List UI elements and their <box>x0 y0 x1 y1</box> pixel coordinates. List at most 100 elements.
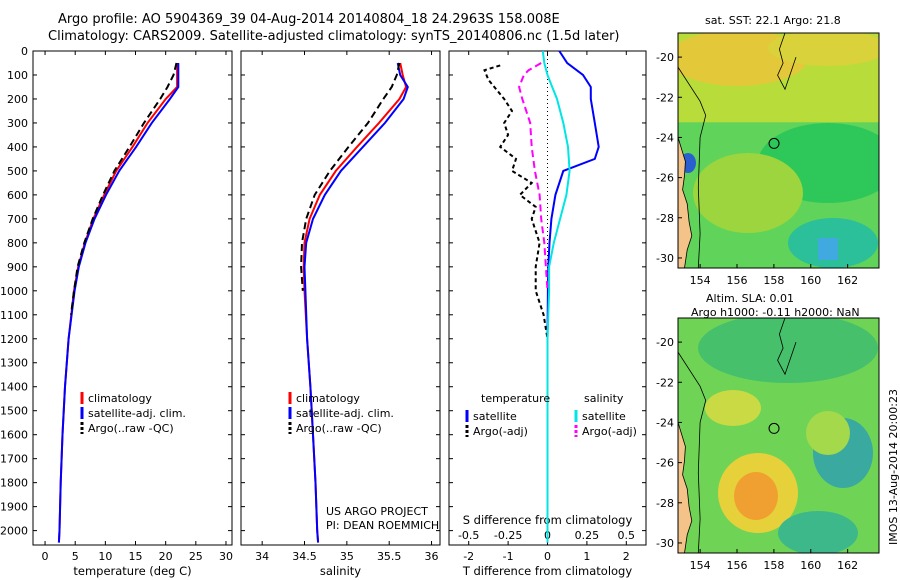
series-line-satellite-adj-clim- <box>303 62 409 543</box>
map-field <box>678 318 879 553</box>
x-tick-label: 0 <box>42 550 49 563</box>
map-lon-label: 154 <box>690 274 711 287</box>
series-line-t-argo-adj- <box>483 64 549 339</box>
depth-tick-label: 0 <box>21 45 28 58</box>
depth-tick-label: 800 <box>7 237 28 250</box>
x-tick-label: 35.5 <box>377 550 402 563</box>
x-tick-label: 36 <box>425 550 439 563</box>
map-lon-label: 162 <box>837 274 858 287</box>
map-lat-label: -24 <box>656 131 674 144</box>
x-tick-label: 25 <box>189 550 203 563</box>
series-line-argo-raw-qc- <box>70 62 178 315</box>
x-tick-label: 0 <box>544 550 551 563</box>
map-lat-label: -26 <box>656 457 674 470</box>
legend-label: Argo(-adj) <box>582 425 637 438</box>
project-annotation: US ARGO PROJECT <box>326 505 428 518</box>
bathymetry-contour <box>678 66 707 268</box>
field-low <box>778 511 858 553</box>
bathymetry-contour <box>777 318 797 376</box>
depth-tick-label: 300 <box>7 117 28 130</box>
depth-tick-label: 600 <box>7 189 28 202</box>
depth-tick-label: 400 <box>7 141 28 154</box>
field-high <box>705 390 761 426</box>
series-line-climatology <box>57 63 179 543</box>
depth-tick-label: 700 <box>7 213 28 226</box>
legend-label: climatology <box>296 392 360 405</box>
map-lon-label: 160 <box>800 274 821 287</box>
x-axis-label: salinity <box>320 564 361 578</box>
land-coast <box>678 422 693 553</box>
depth-tick-label: 100 <box>7 69 28 82</box>
map-lon-label: 156 <box>727 559 748 572</box>
map-lat-label: -30 <box>656 537 674 550</box>
x-tick-label: -2 <box>463 550 474 563</box>
depth-tick-label: 900 <box>7 261 28 274</box>
pi-annotation: PI: DEAN ROEMMICH <box>326 519 439 532</box>
map-lon-label: 154 <box>690 559 711 572</box>
timestamp-stamp: IMOS 13-Aug-2014 20:00:23 <box>887 389 900 545</box>
series-line-argo-raw-qc- <box>300 62 401 291</box>
sal-diff-tick-label: 0.5 <box>618 529 636 542</box>
figure-title-line1: Argo profile: AO 5904369_39 04-Aug-2014 … <box>58 12 560 27</box>
x-tick-label: -1 <box>503 550 514 563</box>
depth-tick-label: 1200 <box>0 333 28 346</box>
map-lat-label: -20 <box>656 336 674 349</box>
depth-tick-label: 500 <box>7 165 28 178</box>
plot-frame-salinity <box>240 50 441 546</box>
series-line-s-argo-adj- <box>518 62 549 291</box>
field-low <box>698 318 878 383</box>
depth-tick-label: 2000 <box>0 525 28 538</box>
x-tick-label: 15 <box>129 550 143 563</box>
depth-tick-label: 1100 <box>0 309 28 322</box>
depth-tick-label: 1000 <box>0 285 28 298</box>
field-cold-spot <box>818 238 838 260</box>
series-line-satellite-adj-clim- <box>57 63 180 543</box>
legend-header-salinity: salinity <box>584 392 624 405</box>
field-high-core <box>734 472 778 520</box>
sal-diff-tick-label: -0.25 <box>494 529 522 542</box>
x-tick-label: 1 <box>583 550 590 563</box>
depth-tick-label: 1400 <box>0 381 28 394</box>
depth-tick-label: 1800 <box>0 477 28 490</box>
field-mid-patch <box>693 153 803 233</box>
x-tick-label: 35 <box>340 550 354 563</box>
map-lat-label: -26 <box>656 172 674 185</box>
legend-label: satellite <box>473 410 517 423</box>
argo-float-marker <box>768 422 780 434</box>
x-tick-label: 30 <box>219 550 233 563</box>
map-frame <box>677 32 880 269</box>
x-tick-label: 20 <box>159 550 173 563</box>
series-line-s-satellite <box>541 50 571 543</box>
legend-label: Argo(-adj) <box>473 425 528 438</box>
map-lat-label: -30 <box>656 252 674 265</box>
sst-map-title: sat. SST: 22.1 Argo: 21.8 <box>705 14 841 27</box>
map-lon-label: 158 <box>763 559 784 572</box>
map-lat-label: -22 <box>656 376 674 389</box>
bathymetry-contour <box>777 33 797 91</box>
legend-label: satellite-adj. clim. <box>296 407 394 420</box>
field-high <box>806 411 850 455</box>
x-tick-label: 2 <box>623 550 630 563</box>
x-tick-label: 5 <box>72 550 79 563</box>
field-warm-patch <box>768 33 879 66</box>
legend-label: satellite <box>582 410 626 423</box>
map-lon-label: 162 <box>837 559 858 572</box>
map-lon-label: 158 <box>763 274 784 287</box>
x-tick-label: 34.5 <box>292 550 317 563</box>
bathymetry-contour <box>678 351 707 553</box>
x-axis-label: T difference from climatology <box>462 564 633 578</box>
map-lat-label: -24 <box>656 416 674 429</box>
map-lon-label: 156 <box>727 274 748 287</box>
argo-float-marker <box>768 137 780 149</box>
legend-header-temperature: temperature <box>481 392 550 405</box>
land-coast <box>678 137 693 268</box>
x-tick-label: 34 <box>255 550 269 563</box>
map-lat-label: -28 <box>656 497 674 510</box>
depth-tick-label: 1500 <box>0 405 28 418</box>
legend-label: satellite-adj. clim. <box>88 407 186 420</box>
legend-label: Argo(..raw -QC) <box>88 422 174 435</box>
figure-title-line2: Climatology: CARS2009. Satellite-adjuste… <box>48 29 620 44</box>
depth-tick-label: 1700 <box>0 453 28 466</box>
x-axis-label: temperature (deg C) <box>73 564 191 578</box>
legend-label: Argo(..raw -QC) <box>296 422 382 435</box>
